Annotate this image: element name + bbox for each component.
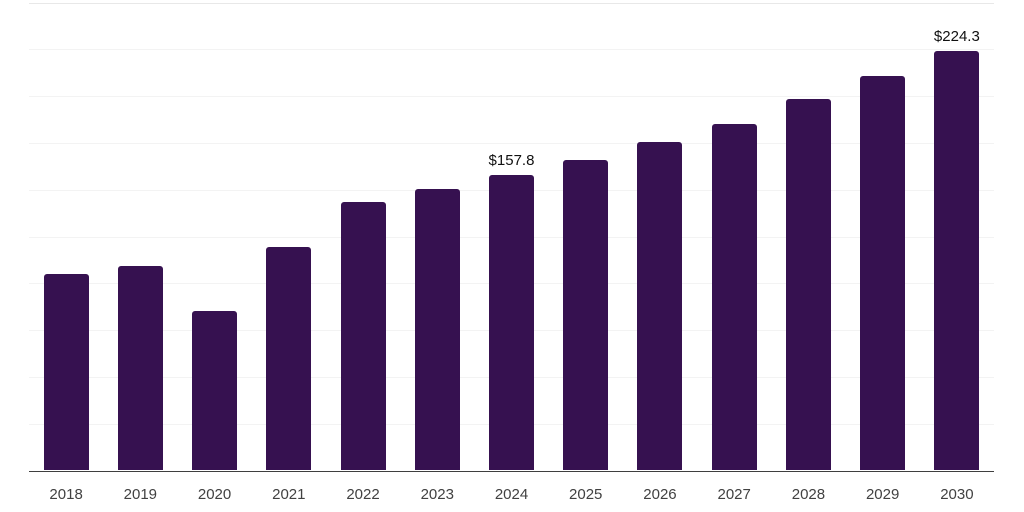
bar-2023 xyxy=(414,189,460,471)
data-label-2030: $224.3 xyxy=(933,27,980,45)
x-axis-line xyxy=(29,470,994,472)
bar-2030 xyxy=(934,50,980,471)
gridline-225 xyxy=(29,49,994,51)
gridline-200 xyxy=(29,96,994,98)
x-tick-label-2021: 2021 xyxy=(272,486,306,503)
gridline-250 xyxy=(29,2,994,4)
bar-2024 xyxy=(489,175,534,471)
bar-2019 xyxy=(117,266,163,471)
bar-2021 xyxy=(266,246,312,471)
bar-2026 xyxy=(637,141,683,471)
x-tick-label-2030: 2030 xyxy=(940,486,974,503)
x-tick-label-2029: 2029 xyxy=(865,486,900,503)
x-tick-label-2025: 2025 xyxy=(569,486,603,503)
data-label-2024: $157.8 xyxy=(488,152,535,170)
bar-2018 xyxy=(43,274,89,471)
bar-2025 xyxy=(563,159,609,471)
bar-2028 xyxy=(785,98,831,471)
bar-2022 xyxy=(340,202,386,471)
bar-2027 xyxy=(711,123,757,471)
x-tick-label-2018: 2018 xyxy=(49,486,83,503)
x-tick-label-2026: 2026 xyxy=(643,486,677,503)
x-tick-label-2028: 2028 xyxy=(791,486,826,503)
x-tick-label-2024: 2024 xyxy=(494,486,529,503)
bar-2029 xyxy=(860,76,906,471)
x-tick-label-2023: 2023 xyxy=(420,486,454,503)
plot-area: $157.8 $224.3 2018 2019 2020 2021 2022 2023 202… xyxy=(29,0,994,512)
x-tick-label-2019: 2019 xyxy=(123,486,158,503)
x-tick-label-2027: 2027 xyxy=(717,486,751,503)
bar-2020 xyxy=(192,311,238,471)
x-tick-label-2020: 2020 xyxy=(197,486,232,503)
gridline-175 xyxy=(29,142,994,144)
x-tick-label-2022: 2022 xyxy=(346,486,380,503)
